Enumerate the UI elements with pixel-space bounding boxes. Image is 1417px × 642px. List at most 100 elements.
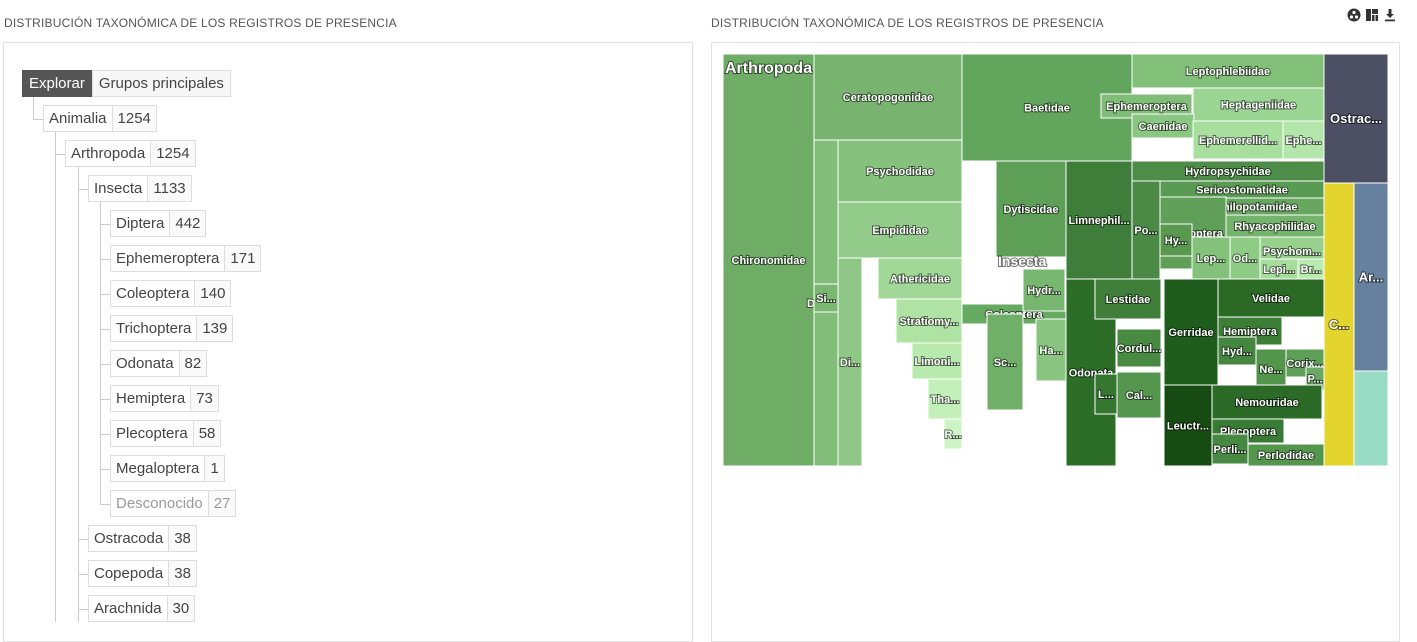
- treemap-cell[interactable]: Sericostomatidae: [1159, 180, 1325, 199]
- treemap-cell[interactable]: Perlodidae: [1247, 443, 1325, 467]
- treemap-cell[interactable]: Ne...: [1255, 348, 1287, 390]
- treemap-cell-label: Tha...: [931, 394, 960, 406]
- treemap-cell-label: Hyd...: [1222, 346, 1252, 358]
- treemap-cell[interactable]: Hydropsychidae: [1131, 160, 1325, 182]
- treemap-cell[interactable]: Hy...: [1159, 223, 1193, 257]
- tree-node-count: 38: [168, 526, 196, 551]
- treemap-cell[interactable]: Hydr...: [1022, 268, 1066, 312]
- tree-node-megaloptera[interactable]: Megaloptera 1: [110, 455, 225, 482]
- treemap-cell[interactable]: Ar...: [1353, 182, 1389, 372]
- treemap-cell-label: Ne...: [1259, 364, 1282, 376]
- treemap-cell[interactable]: Cal...: [1116, 371, 1162, 419]
- tree-node-hemiptera[interactable]: Hemiptera 73: [110, 385, 219, 412]
- tree-node-plecoptera[interactable]: Plecoptera 58: [110, 420, 222, 447]
- treemap-cell-label: Si...: [816, 293, 836, 305]
- tree-node-ephemeroptera[interactable]: Ephemeroptera 171: [110, 245, 262, 272]
- treemap-cell[interactable]: Perli...: [1211, 433, 1249, 465]
- treemap-cell[interactable]: Dytiscidae: [995, 160, 1067, 258]
- treemap-cell[interactable]: Ephe...: [1282, 120, 1325, 160]
- tree-node-insecta[interactable]: Insecta 1133: [88, 175, 192, 202]
- treemap-cell[interactable]: Leuctr...: [1163, 384, 1213, 467]
- treemap-cell[interactable]: L...: [1094, 373, 1118, 415]
- options-icon[interactable]: [1347, 8, 1361, 22]
- treemap-cell[interactable]: Ha...: [1035, 318, 1067, 382]
- treemap-cell[interactable]: Tha...: [927, 378, 963, 420]
- tree-node-name: Arthropoda: [71, 145, 146, 162]
- tree-node-trichoptera[interactable]: Trichoptera 139: [110, 315, 234, 342]
- download-icon[interactable]: [1383, 8, 1397, 22]
- treemap-cell-rect: [1282, 120, 1325, 160]
- treemap-cell[interactable]: Ephemerellid...: [1192, 120, 1284, 160]
- treemap-cell[interactable]: Stratiomy...: [895, 298, 963, 344]
- treemap-view-icon[interactable]: [1365, 8, 1379, 22]
- tree-node-arachnida[interactable]: Arachnida 30: [88, 595, 196, 622]
- treemap-cell[interactable]: Empididae: [837, 201, 963, 259]
- treemap-cell[interactable]: Athericidae: [877, 257, 963, 300]
- treemap-cell[interactable]: Heptageniidae: [1192, 87, 1325, 122]
- treemap-cell-rect: [1217, 336, 1257, 366]
- treemap-cell[interactable]: Nemouridae: [1211, 384, 1323, 420]
- treemap-cell[interactable]: Leptophlebiidae: [1131, 54, 1325, 89]
- treemap-cell[interactable]: Hyd...: [1217, 336, 1257, 366]
- treemap-cell-label: Nemouridae: [1235, 397, 1299, 409]
- main-groups-button[interactable]: Grupos principales: [91, 70, 231, 97]
- treemap-cell[interactable]: Limoni...: [911, 342, 963, 380]
- treemap-cell-label: Ceratopogonidae: [843, 92, 933, 104]
- treemap-cell[interactable]: [1353, 370, 1389, 467]
- treemap-cell[interactable]: Lestidae: [1094, 278, 1162, 320]
- treemap-cell[interactable]: Lep...: [1191, 236, 1231, 280]
- tree-node-name: Diptera: [116, 215, 165, 232]
- treemap-cell-rect: [1131, 54, 1325, 89]
- treemap-cell-rect: [837, 139, 963, 203]
- treemap-cell[interactable]: Gerridae: [1163, 278, 1219, 386]
- tree-node-desconocido[interactable]: Desconocido 27: [110, 490, 237, 517]
- tree-node-ostracoda[interactable]: Ostracoda 38: [88, 525, 197, 552]
- left-panel-title: DISTRIBUCIÓN TAXONÓMICA DE LOS REGISTROS…: [4, 16, 397, 30]
- treemap-cell-rect: [723, 54, 815, 467]
- tree-node-name: Ostracoda: [94, 530, 164, 547]
- tree-node-name: Hemiptera: [116, 390, 186, 407]
- treemap-cell[interactable]: Hemiptera: [1217, 316, 1283, 346]
- treemap-cell[interactable]: Br...: [1297, 258, 1325, 280]
- treemap-cell[interactable]: Cordul...: [1116, 328, 1162, 368]
- explore-button[interactable]: Explorar: [22, 70, 92, 97]
- treemap-cell[interactable]: Sc...: [986, 313, 1024, 411]
- treemap-cell[interactable]: Ostrac...: [1323, 54, 1389, 184]
- tree-connector: [100, 259, 110, 260]
- treemap-cell-rect: [1022, 268, 1066, 312]
- treemap-cell[interactable]: Limnephil...: [1065, 160, 1133, 280]
- tree-node-odonata[interactable]: Odonata 82: [110, 350, 208, 377]
- treemap-cell[interactable]: Lepi...: [1259, 258, 1299, 280]
- treemap-cell[interactable]: Di...: [837, 257, 863, 467]
- treemap-cell-label: Empididae: [872, 225, 928, 237]
- treemap-cell[interactable]: Si...: [813, 283, 839, 313]
- treemap-cell[interactable]: Chironomidae: [723, 54, 815, 467]
- tree-node-animalia[interactable]: Animalia 1254: [43, 105, 157, 132]
- tree-node-diptera[interactable]: Diptera 442: [110, 210, 207, 237]
- treemap-cell-rect: [927, 378, 963, 420]
- treemap-cell-rect: [1353, 370, 1389, 467]
- tree-node-coleoptera[interactable]: Coleoptera 140: [110, 280, 232, 307]
- treemap-cell-rect: [1035, 318, 1067, 382]
- treemap-cell[interactable]: Velidae: [1217, 278, 1325, 318]
- tree-node-name: Insecta: [94, 180, 143, 197]
- tree-connector: [100, 224, 110, 225]
- tree-node-arthropoda[interactable]: Arthropoda 1254: [65, 140, 196, 167]
- treemap-cell-label: Leuctr...: [1167, 420, 1209, 432]
- treemap-cell-label: Hemiptera: [1223, 326, 1278, 338]
- treemap-cell[interactable]: Ephemeroptera: [1100, 93, 1193, 119]
- treemap-cell[interactable]: Od...: [1229, 236, 1261, 280]
- treemap-cell-label: Dytiscidae: [1003, 204, 1058, 216]
- treemap-cell[interactable]: Caenidae: [1131, 113, 1195, 139]
- treemap-cell[interactable]: C...: [1323, 182, 1355, 467]
- treemap-cell-label: Cal...: [1126, 390, 1152, 402]
- tree-connector: [78, 539, 88, 540]
- treemap-cell[interactable]: Rhyacophilidae: [1225, 214, 1325, 238]
- treemap-cell[interactable]: Po...: [1131, 180, 1161, 280]
- treemap-cell[interactable]: Psychodidae: [837, 139, 963, 203]
- tree-connector: [78, 167, 79, 622]
- tree-node-copepoda[interactable]: Copepoda 38: [88, 560, 197, 587]
- treemap-cell[interactable]: Ceratopogonidae: [813, 54, 963, 141]
- treemap-cell[interactable]: R...: [943, 418, 963, 450]
- tree-node-name: Odonata: [116, 355, 174, 372]
